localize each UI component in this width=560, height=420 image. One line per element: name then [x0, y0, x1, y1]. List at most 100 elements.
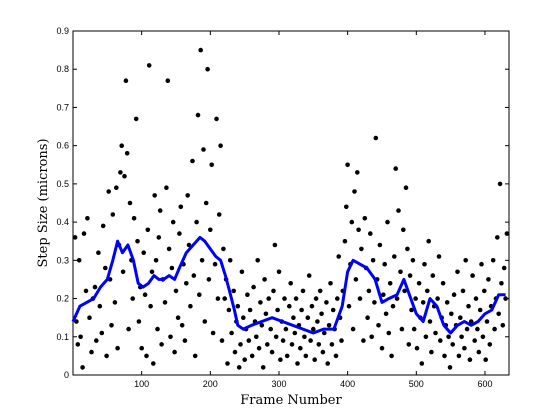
data-point	[242, 357, 247, 363]
data-point	[198, 47, 203, 53]
data-point	[215, 296, 221, 301]
data-point	[316, 342, 322, 347]
data-point	[146, 63, 152, 68]
data-point	[103, 265, 108, 271]
data-point	[390, 303, 396, 309]
y-tick-label: 0.9	[56, 26, 69, 36]
data-point	[422, 261, 427, 267]
data-point	[342, 238, 348, 244]
data-point	[231, 288, 236, 294]
data-point	[402, 288, 407, 294]
data-point	[115, 345, 120, 351]
data-point	[497, 181, 503, 187]
data-point	[122, 173, 127, 179]
data-point	[245, 292, 250, 298]
data-point	[178, 204, 184, 210]
data-point	[246, 338, 252, 343]
data-point	[430, 273, 436, 278]
data-point	[345, 162, 350, 168]
data-point	[87, 315, 92, 321]
data-point	[435, 296, 440, 301]
data-point	[166, 246, 172, 252]
data-point	[272, 242, 278, 248]
data-point	[251, 284, 256, 290]
data-point	[361, 338, 366, 343]
data-point	[179, 323, 185, 328]
data-point	[440, 281, 446, 286]
data-point	[190, 158, 195, 164]
data-point	[501, 265, 507, 271]
data-point	[355, 170, 360, 175]
data-point	[484, 319, 490, 324]
data-point	[227, 258, 233, 263]
data-point	[446, 334, 451, 340]
data-point	[325, 361, 331, 366]
data-point	[164, 185, 169, 190]
data-point	[165, 78, 171, 83]
data-point	[253, 334, 259, 340]
data-point	[405, 246, 410, 252]
data-point	[268, 326, 274, 332]
data-point	[275, 307, 280, 313]
data-point	[480, 334, 486, 340]
data-point	[289, 342, 295, 347]
data-point	[425, 288, 430, 294]
data-point	[329, 342, 335, 347]
data-point	[123, 78, 129, 83]
data-point	[442, 353, 447, 359]
data-point	[144, 353, 149, 359]
data-point	[124, 151, 130, 156]
data-point	[458, 315, 463, 321]
moving-average-line	[71, 235, 506, 335]
data-point	[247, 307, 253, 313]
data-point	[280, 338, 286, 343]
data-point	[357, 296, 363, 301]
data-point	[218, 143, 223, 148]
data-point	[225, 361, 230, 366]
data-point	[169, 265, 175, 271]
data-point	[496, 311, 502, 317]
data-point	[142, 292, 148, 298]
data-point	[500, 323, 506, 328]
data-point	[475, 326, 480, 332]
data-point	[376, 323, 381, 328]
data-point	[149, 269, 155, 275]
x-tick-label: 500	[409, 379, 424, 389]
data-point	[447, 365, 453, 370]
y-tick-label: 0.6	[56, 141, 69, 151]
data-point	[312, 357, 318, 363]
data-point	[292, 330, 298, 336]
data-point	[411, 326, 417, 332]
data-point	[135, 238, 140, 244]
data-point	[119, 143, 124, 148]
data-point	[262, 277, 267, 282]
data-point	[311, 326, 316, 332]
data-point	[382, 261, 388, 267]
data-point	[467, 357, 473, 363]
data-point	[145, 227, 151, 233]
data-point	[438, 338, 443, 343]
data-point	[470, 273, 475, 278]
data-point	[269, 349, 275, 355]
data-point	[265, 342, 270, 347]
data-point	[320, 349, 326, 355]
data-point	[157, 208, 163, 213]
data-point	[153, 258, 159, 263]
data-point	[398, 269, 403, 275]
data-point	[387, 281, 393, 286]
data-point	[352, 189, 357, 194]
data-point	[302, 334, 307, 340]
data-point	[271, 288, 276, 294]
data-point	[282, 296, 287, 301]
y-tick-label: 0	[64, 370, 69, 380]
data-point	[368, 231, 373, 236]
data-point	[255, 258, 260, 263]
data-point	[206, 277, 212, 282]
data-point	[365, 315, 370, 321]
data-point	[197, 292, 202, 298]
data-point	[372, 300, 377, 305]
data-point	[221, 246, 226, 252]
data-point	[293, 296, 299, 301]
data-point	[472, 338, 478, 343]
